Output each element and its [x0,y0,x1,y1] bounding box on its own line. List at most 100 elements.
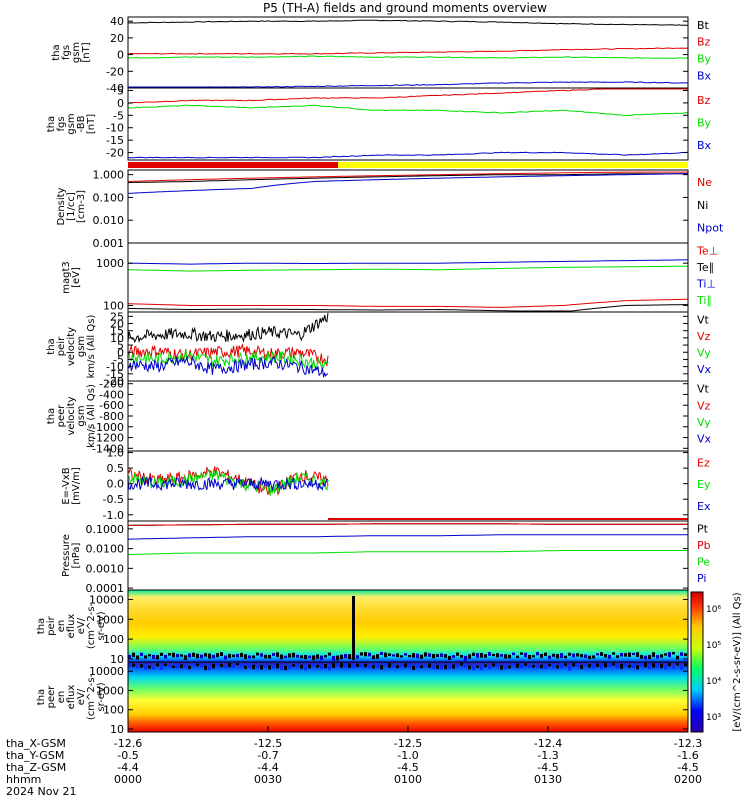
y-axis-label: tha peir velocity gsm km/s (All Qs) [46,315,97,379]
y-tick-label: -1200 [92,432,124,445]
spectrogram-noise [524,652,527,658]
spectrogram-noise [496,653,499,658]
spectrogram-noise [680,665,683,670]
spectrogram-noise [656,655,659,659]
spectrogram-noise [240,663,243,667]
series-line-Ne [127,171,688,182]
spectrogram-noise [652,663,655,668]
series-line-Vx [127,355,329,378]
legend-entry-Ey: Ey [697,478,711,491]
y-axis-label-line: eflux [66,614,77,639]
spectrogram-noise [184,664,187,669]
spectrogram-noise [416,653,419,659]
spectrogram-noise [604,654,607,658]
spectrogram-noise [248,655,251,659]
spectrogram-noise [176,664,179,669]
x-row-value: -12.5 [254,737,282,750]
spectrogram-noise [384,652,387,658]
x-row-value: -4.5 [397,761,418,774]
spectrogram-noise [352,664,355,668]
spectrogram-noise [476,653,479,658]
spectrogram-noise [256,652,259,656]
spectrogram-noise [324,655,327,658]
y-tick-label: 1000 [96,684,124,697]
spectrogram-noise [200,654,203,659]
spectrogram-noise [272,652,275,656]
y-axis-label-line: velocity [66,396,77,435]
spectrogram-noise [584,654,587,659]
spectrogram-noise [660,663,663,669]
spectrogram-noise [324,663,327,669]
spectrogram-noise [380,652,383,655]
spectrogram-noise [516,663,519,668]
spectrogram-noise [312,663,315,667]
spectrogram-noise [476,665,479,668]
legend-entry-Bx: Bx [697,139,712,152]
x-row-value: -12.3 [674,737,702,750]
legend-entry-Pe: Pe [697,555,710,568]
y-axis-label: tha peer en eflux eV/(cm^2-s-sr-eV) [36,673,107,720]
y-axis-label: tha peir en eflux eV/(cm^2-s-sr-eV) [36,602,107,649]
y-tick-label: -20 [106,65,124,78]
spectrogram-noise [244,665,247,669]
y-axis-label-line: peir [46,615,57,635]
series-line-Vt [127,312,329,344]
colorbar: 10³ 10⁴ 10⁵ 10⁶ [eV/(cm^2-s-sr-eV)] (All Qs) [690,591,743,733]
spectrogram-noise [292,664,295,667]
y-axis-label-line: fgs [56,116,67,131]
spectrogram-noise [672,652,675,655]
legend-entry-Vt: Vt [697,383,710,396]
spectrogram-noise [140,652,143,656]
panel-fgs_gsm: -40 -20 0 20 40 tha fgs gsm [nT] Bt Bz By Bx [51,15,712,95]
y-tick-label: -1.0 [103,509,124,522]
spectrogram-noise [460,654,463,658]
y-axis-label: tha peer velocity gsm km/s (All Qs) [46,384,97,448]
series-line-Bx [127,151,689,159]
spectrogram-noise [572,653,575,658]
y-tick-label: 10000 [89,593,124,606]
spectrogram-noise [524,663,527,666]
legend-entry-Ti∥: Ti∥ [696,294,712,307]
spectrogram-noise [304,665,307,671]
y-tick-label: -40 [106,82,124,95]
y-axis-label: Pressure [nPa] [61,534,82,577]
spectrogram-noise [264,654,267,659]
spectrogram-noise [684,653,687,657]
x-row-value: -12.6 [114,737,142,750]
spectrogram-noise [488,652,491,656]
spectrogram-noise [464,664,467,668]
x-row-value: -4.4 [117,761,138,774]
panel-frame [127,450,689,522]
spectrogram-noise [624,664,627,667]
spectrogram-noise [404,653,407,656]
series-line-Ti∥ [127,265,688,272]
y-axis-label-line: Density [56,187,67,225]
spectrogram-noise [364,652,367,657]
spectrogram-noise [224,655,227,660]
spectrogram-noise [548,655,551,659]
spectrogram-noise [416,663,419,668]
spectrogram-noise [652,652,655,657]
spectrogram-noise [348,663,351,668]
y-axis-label: tha fgs gsm -BB [nT] [46,113,97,134]
spectrogram-noise [348,654,351,660]
spectrogram-noise [440,653,443,657]
y-tick-label: 1000 [96,613,124,626]
chart-title: P5 (TH-A) fields and ground moments over… [263,1,547,15]
spectrogram-noise [372,655,375,660]
spectrogram-noise [504,654,507,659]
spectrogram-noise [460,663,463,666]
y-tick-label: -20 [106,375,124,388]
spectrogram-noise [236,663,239,666]
spectrogram-noise [396,665,399,669]
spectrogram-noise [328,652,331,656]
spectrogram-noise [684,663,687,667]
y-tick-label: -800 [99,410,124,423]
spectrogram-noise [216,653,219,658]
spectrogram-noise [492,663,495,667]
spectrogram-noise [336,655,339,661]
y-axis-label-line: fgs [61,45,72,60]
spectrogram-noise [608,654,611,659]
y-axis-label-line: tha [36,618,47,634]
